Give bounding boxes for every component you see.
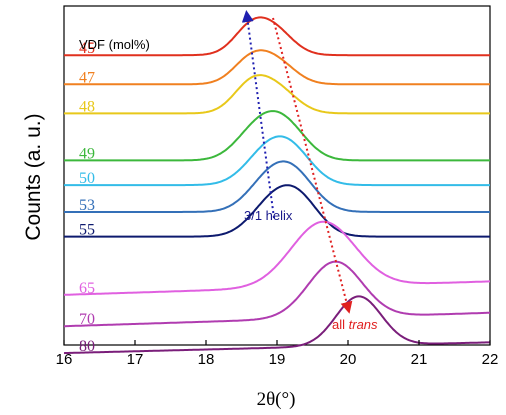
x-tick-label: 19 [269, 351, 286, 368]
series-label-70: 70 [79, 311, 95, 328]
series-label-48: 48 [79, 98, 95, 115]
x-tick-label: 20 [340, 351, 357, 368]
series-label-65: 65 [79, 280, 95, 297]
series-line-53 [64, 160, 490, 213]
series-line-55 [64, 184, 490, 238]
series-line-65 [64, 220, 490, 296]
series-line-45 [64, 16, 490, 57]
series-line-49 [64, 110, 490, 162]
series-line-47 [64, 49, 490, 86]
x-axis-ticks: 16 17 18 19 20 21 22 [56, 340, 499, 368]
series-curves [63, 16, 491, 355]
legend-title: VDF (mol%) [79, 37, 150, 52]
series-line-50 [64, 135, 490, 187]
x-tick-label: 21 [411, 351, 428, 368]
series-label-55: 55 [79, 222, 95, 239]
trans-annotation: all trans [332, 317, 378, 332]
x-axis-label: 2θ(°) [257, 389, 296, 410]
series-label-45: 45 [79, 40, 95, 57]
series-label-49: 49 [79, 145, 95, 162]
x-tick-label: 17 [127, 351, 144, 368]
x-tick-label: 22 [482, 351, 499, 368]
series-labels: 45 47 48 49 50 53 55 65 70 80 [79, 40, 95, 355]
series-label-47: 47 [79, 69, 95, 86]
helix-annotation: 3/1 helix [244, 208, 293, 223]
y-axis-label: Counts (a. u.) [22, 113, 45, 240]
x-tick-label: 18 [198, 351, 215, 368]
series-label-53: 53 [79, 197, 95, 214]
series-label-80: 80 [79, 338, 95, 355]
x-tick-label: 16 [56, 351, 73, 368]
series-line-70 [64, 260, 490, 328]
helix-trend-arrow [241, 10, 275, 219]
series-line-48 [64, 74, 490, 115]
series-label-50: 50 [79, 170, 95, 187]
